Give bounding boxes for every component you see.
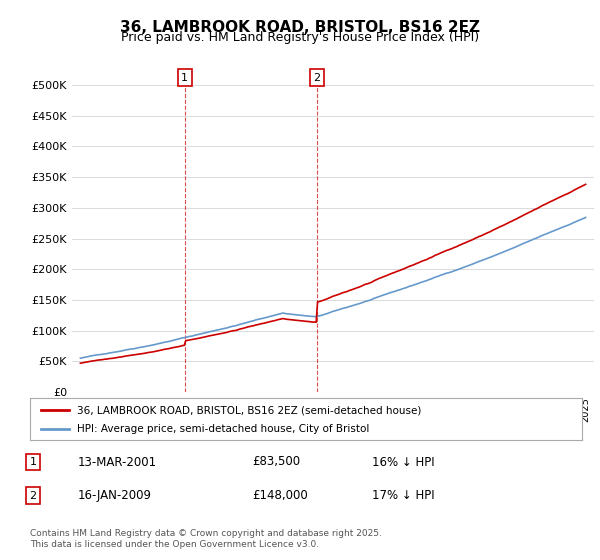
Text: 13-MAR-2001: 13-MAR-2001 (78, 455, 157, 469)
Text: 1: 1 (29, 457, 37, 467)
Text: 16% ↓ HPI: 16% ↓ HPI (372, 455, 434, 469)
Text: 36, LAMBROOK ROAD, BRISTOL, BS16 2EZ (semi-detached house): 36, LAMBROOK ROAD, BRISTOL, BS16 2EZ (se… (77, 405, 421, 415)
Text: Contains HM Land Registry data © Crown copyright and database right 2025.
This d: Contains HM Land Registry data © Crown c… (30, 529, 382, 549)
Text: £148,000: £148,000 (252, 489, 308, 502)
Text: 2: 2 (29, 491, 37, 501)
Text: 1: 1 (181, 73, 188, 83)
Text: 2: 2 (313, 73, 320, 83)
Text: 16-JAN-2009: 16-JAN-2009 (78, 489, 152, 502)
Text: 17% ↓ HPI: 17% ↓ HPI (372, 489, 434, 502)
Text: £83,500: £83,500 (252, 455, 300, 469)
Text: HPI: Average price, semi-detached house, City of Bristol: HPI: Average price, semi-detached house,… (77, 424, 369, 434)
Text: 36, LAMBROOK ROAD, BRISTOL, BS16 2EZ: 36, LAMBROOK ROAD, BRISTOL, BS16 2EZ (120, 20, 480, 35)
Text: Price paid vs. HM Land Registry's House Price Index (HPI): Price paid vs. HM Land Registry's House … (121, 31, 479, 44)
